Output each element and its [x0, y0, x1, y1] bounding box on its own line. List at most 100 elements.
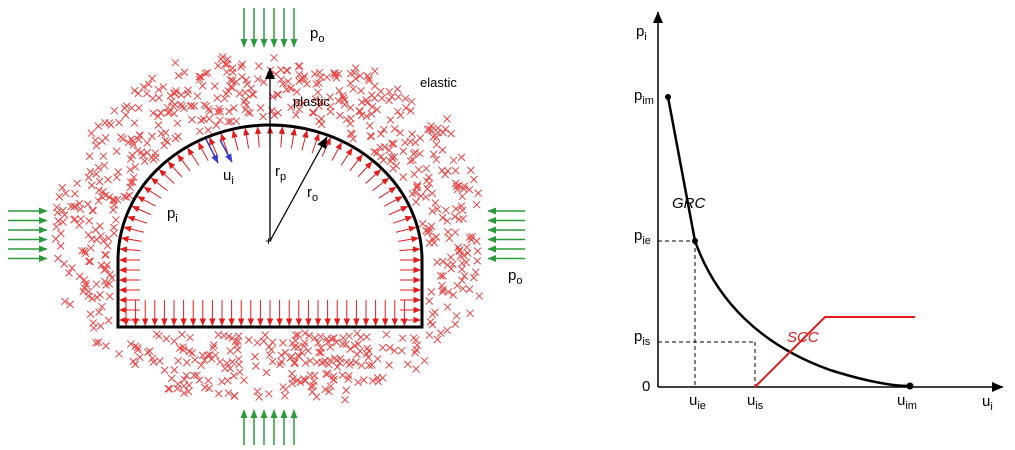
plastic-mark — [317, 344, 325, 352]
plastic-mark — [126, 165, 135, 174]
plastic-mark — [458, 192, 467, 201]
plastic-mark — [94, 197, 103, 205]
plastic-mark — [473, 247, 482, 255]
plastic-mark — [226, 364, 235, 373]
plastic-mark — [281, 385, 290, 394]
plastic-mark — [233, 345, 242, 354]
plastic-mark — [323, 73, 331, 82]
label-po-right: po — [508, 267, 522, 287]
plastic-mark — [295, 62, 304, 70]
plastic-mark — [342, 358, 351, 366]
plastic-mark — [401, 94, 410, 103]
plastic-mark — [465, 285, 474, 294]
plastic-mark — [472, 200, 481, 209]
plastic-mark — [84, 173, 93, 182]
plastic-mark — [249, 90, 258, 99]
plastic-mark — [88, 294, 97, 303]
plastic-mark — [460, 185, 468, 193]
plastic-mark — [350, 68, 359, 77]
plastic-mark — [130, 173, 138, 182]
plastic-mark — [102, 342, 110, 350]
plastic-mark — [329, 376, 338, 384]
plastic-mark — [154, 121, 163, 129]
plastic-mark — [220, 94, 229, 103]
plastic-mark — [254, 75, 262, 84]
plastic-mark — [92, 338, 100, 347]
plastic-mark — [385, 343, 394, 352]
plastic-mark — [60, 260, 69, 268]
plastic-mark — [336, 359, 344, 367]
plastic-mark — [277, 357, 286, 366]
plastic-mark — [444, 288, 453, 296]
plastic-mark — [134, 104, 143, 112]
plastic-mark — [177, 102, 186, 111]
plastic-mark — [209, 343, 217, 352]
plastic-mark — [290, 343, 299, 351]
plastic-mark — [127, 104, 136, 112]
plastic-mark — [164, 384, 173, 393]
support-pressure-arrows — [119, 126, 421, 326]
plastic-mark — [140, 157, 149, 165]
plastic-mark — [330, 334, 338, 342]
plastic-mark — [355, 106, 364, 115]
plastic-mark — [368, 361, 376, 369]
plastic-mark — [137, 148, 146, 156]
plastic-mark — [306, 371, 315, 380]
plastic-mark — [432, 155, 441, 164]
plastic-mark — [317, 98, 325, 106]
plastic-mark — [101, 118, 109, 127]
plastic-mark — [144, 80, 153, 89]
label-rp: rp — [275, 163, 286, 183]
plastic-mark — [268, 357, 277, 366]
plastic-mark — [228, 64, 237, 73]
plastic-mark — [59, 218, 67, 226]
plastic-mark — [377, 130, 385, 138]
plastic-mark — [282, 85, 291, 94]
label-pi: pi — [167, 205, 178, 225]
plastic-mark — [161, 136, 170, 145]
plastic-mark — [197, 361, 206, 370]
plastic-mark — [92, 235, 101, 244]
plastic-mark — [274, 90, 283, 99]
support-pressure-arrow — [331, 142, 343, 161]
plastic-mark — [80, 247, 89, 255]
plastic-mark — [71, 189, 79, 198]
plastic-mark — [165, 108, 174, 116]
plastic-mark — [425, 331, 434, 339]
plastic-mark — [351, 64, 360, 72]
plastic-mark — [199, 115, 208, 124]
support-pressure-arrow — [127, 215, 148, 224]
plastic-mark — [443, 326, 452, 335]
plastic-mark — [345, 332, 354, 340]
support-pressure-arrow — [372, 177, 390, 191]
plastic-mark — [92, 170, 101, 178]
plastic-mark — [325, 356, 334, 365]
support-pressure-arrow — [187, 147, 200, 166]
plastic-mark — [347, 114, 355, 123]
plastic-mark — [61, 297, 69, 306]
plastic-mark — [406, 157, 415, 165]
plastic-mark — [156, 108, 165, 117]
plastic-mark — [349, 85, 358, 93]
plastic-mark — [396, 111, 405, 120]
plastic-mark — [399, 147, 408, 155]
plastic-mark — [299, 98, 307, 107]
plastic-mark — [252, 362, 260, 370]
plastic-mark — [338, 91, 347, 100]
plastic-mark — [406, 107, 415, 115]
plastic-mark — [276, 360, 284, 369]
plastic-mark — [240, 376, 248, 385]
plastic-mark — [471, 268, 480, 277]
plastic-mark — [163, 103, 172, 112]
plastic-mark — [89, 324, 98, 332]
plastic-mark — [420, 356, 429, 365]
support-pressure-arrow — [301, 130, 309, 151]
plastic-mark — [110, 106, 119, 115]
plastic-mark — [253, 338, 262, 347]
plastic-mark — [455, 247, 464, 256]
plastic-mark — [211, 351, 220, 360]
plastic-mark — [314, 79, 323, 87]
plastic-mark — [80, 276, 89, 284]
plastic-mark — [413, 181, 422, 189]
